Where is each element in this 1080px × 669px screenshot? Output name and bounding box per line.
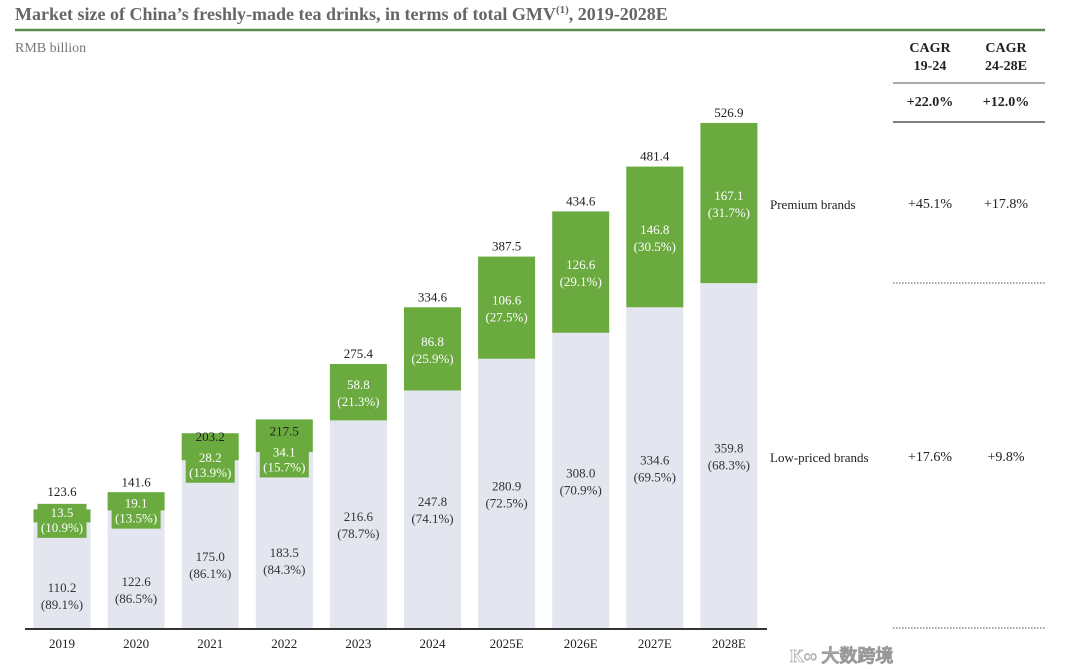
bar-low-priced — [33, 522, 91, 628]
bar-low-priced-value: 175.0 — [196, 549, 225, 564]
bar-premium-share: (25.9%) — [411, 351, 453, 366]
chart-title: Market size of China’s freshly-made tea … — [15, 4, 668, 24]
cagr-header-period: 19-24 — [914, 59, 947, 74]
bar-premium-share: (30.5%) — [634, 239, 676, 254]
watermark: K∞ 大数跨境 — [790, 645, 893, 666]
bar-premium — [404, 307, 461, 391]
bar-low-priced-value: 308.0 — [566, 465, 595, 480]
y-axis-unit: RMB billion — [15, 41, 86, 56]
legend-premium-brands: Premium brands — [770, 197, 856, 212]
bar-low-priced-value: 359.8 — [714, 441, 743, 456]
bar-premium-label-box — [111, 494, 161, 529]
bar-low-priced — [181, 460, 239, 628]
x-tick-label: 2026E — [564, 636, 598, 651]
bar-premium-label-box — [185, 448, 235, 483]
bar-premium-share: (29.1%) — [560, 274, 602, 289]
x-tick-label: 2025E — [490, 636, 524, 651]
bar-low-priced — [626, 307, 684, 628]
bar-premium-share: (10.9%) — [41, 520, 83, 535]
x-tick-label: 2020 — [123, 636, 149, 651]
bar-low-priced-value: 247.8 — [418, 494, 447, 509]
cagr-total: +12.0% — [983, 95, 1029, 110]
bar-low-priced-share: (84.3%) — [263, 562, 305, 577]
bar-low-priced-share: (89.1%) — [41, 597, 83, 612]
bar-low-priced-value: 280.9 — [492, 478, 521, 493]
bar-premium — [626, 166, 684, 308]
bar-low-priced — [700, 283, 758, 628]
cagr-total: +22.0% — [907, 95, 953, 110]
bar-low-priced-share: (86.1%) — [189, 566, 231, 581]
bar-total-label: 387.5 — [492, 239, 521, 254]
bar-low-priced — [329, 420, 387, 628]
bar-premium-value: 19.1 — [125, 496, 148, 511]
bar-total-label: 141.6 — [121, 475, 151, 490]
bar-low-priced-share: (70.9%) — [560, 482, 602, 497]
bar-total-label: 275.4 — [344, 346, 374, 361]
bar-low-priced-value: 216.6 — [344, 509, 374, 524]
bar-premium-value: 28.2 — [199, 450, 222, 465]
bar-total-label: 481.4 — [640, 149, 670, 164]
bar-total-label: 123.6 — [47, 484, 77, 499]
x-tick-label: 2023 — [345, 636, 371, 651]
bar-low-priced-value: 122.6 — [121, 574, 151, 589]
bar-premium-share: (27.5%) — [485, 310, 527, 325]
bar-total-label: 217.5 — [270, 423, 299, 438]
bar-premium-value: 126.6 — [566, 257, 596, 272]
bar-low-priced-share: (68.3%) — [708, 458, 750, 473]
bar-premium-value: 86.8 — [421, 334, 444, 349]
bar-premium-label-box — [37, 503, 87, 538]
x-tick-label: 2022 — [271, 636, 297, 651]
legend-low-priced-brands: Low-priced brands — [770, 450, 869, 465]
x-tick-label: 2024 — [420, 636, 447, 651]
cagr-low-priced: +9.8% — [987, 450, 1024, 465]
bar-low-priced-share: (69.5%) — [634, 470, 676, 485]
bar-premium-share: (13.5%) — [115, 511, 157, 526]
x-tick-label: 2028E — [712, 636, 746, 651]
cagr-premium: +17.8% — [984, 197, 1028, 212]
cagr-low-priced: +17.6% — [908, 450, 952, 465]
bar-premium-share: (21.3%) — [337, 394, 379, 409]
bar-premium-share: (13.9%) — [189, 465, 231, 480]
cagr-header: CAGR — [909, 41, 951, 56]
bar-premium-value: 34.1 — [273, 444, 296, 459]
bar-low-priced — [107, 510, 165, 628]
bar-premium — [329, 364, 387, 421]
x-tick-label: 2027E — [638, 636, 672, 651]
bar-low-priced — [255, 452, 313, 628]
bar-premium — [478, 256, 536, 359]
x-tick-label: 2021 — [197, 636, 223, 651]
bar-low-priced-share: (74.1%) — [411, 511, 453, 526]
cagr-premium: +45.1% — [908, 197, 952, 212]
bar-low-priced-share: (72.5%) — [485, 495, 527, 510]
cagr-header: CAGR — [985, 41, 1027, 56]
bar-premium-value: 13.5 — [51, 505, 74, 520]
bar-low-priced — [552, 332, 610, 628]
bar-total-label: 526.9 — [714, 105, 743, 120]
bar-premium-value: 106.6 — [492, 293, 522, 308]
bar-premium — [700, 122, 758, 284]
bar-low-priced-value: 110.2 — [48, 580, 77, 595]
bar-premium-value: 58.8 — [347, 377, 370, 392]
bar-low-priced-share: (86.5%) — [115, 591, 157, 606]
bar-total-label: 334.6 — [418, 289, 448, 304]
bar-low-priced-value: 183.5 — [270, 545, 299, 560]
bar-premium-share: (15.7%) — [263, 459, 305, 474]
bar-premium-value: 167.1 — [714, 188, 743, 203]
bar-low-priced — [478, 358, 536, 628]
x-tick-label: 2019 — [49, 636, 75, 651]
bar-total-label: 203.2 — [196, 429, 225, 444]
bar-low-priced — [404, 390, 461, 628]
bar-low-priced-value: 334.6 — [640, 453, 670, 468]
bar-total-label: 434.6 — [566, 193, 596, 208]
bar-low-priced-share: (78.7%) — [337, 526, 379, 541]
cagr-header-period: 24-28E — [985, 59, 1027, 74]
bar-premium — [552, 211, 610, 333]
bar-premium-share: (31.7%) — [708, 205, 750, 220]
bar-premium-label-box — [259, 443, 309, 478]
bar-premium-value: 146.8 — [640, 222, 669, 237]
